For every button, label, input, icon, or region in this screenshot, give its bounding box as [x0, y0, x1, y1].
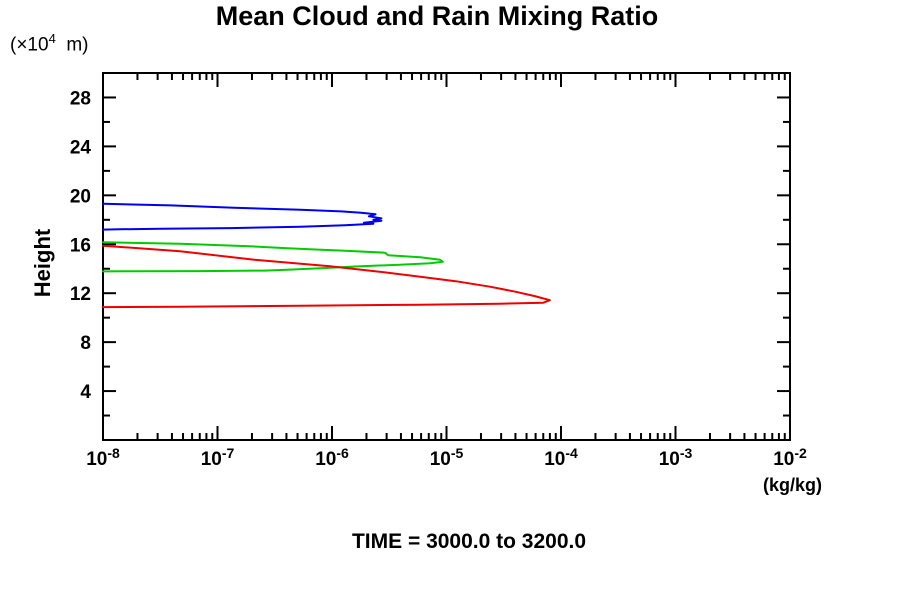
x-tick-exponent: -5 [451, 445, 464, 461]
chart-title: Mean Cloud and Rain Mixing Ratio [215, 1, 659, 31]
y-unit-exponent: 4 [48, 31, 56, 46]
y-axis-tick-label: 16 [70, 235, 91, 256]
x-axis-tick-label: 10-8 [86, 445, 120, 470]
y-axis-tick-label: 4 [80, 382, 91, 403]
x-axis-tick-label: 10-6 [315, 445, 349, 470]
y-axis-tick-label: 8 [80, 333, 91, 354]
x-axis-tick-label: 10-7 [201, 445, 235, 470]
y-axis-tick-label: 28 [70, 88, 91, 109]
y-unit-suffix: m) [55, 34, 89, 56]
x-tick-exponent: -6 [336, 445, 349, 461]
x-tick-exponent: -4 [565, 445, 578, 461]
x-tick-exponent: -7 [222, 445, 235, 461]
series-line-red-rain-profile [102, 244, 551, 309]
plot-frame [102, 72, 791, 441]
series-line-blue-upper-cloud-profile [102, 202, 383, 231]
x-axis-unit-label: (kg/kg) [763, 475, 823, 495]
y-axis-unit-label: (×104 m) [10, 31, 89, 56]
x-tick-exponent: -8 [107, 445, 120, 461]
x-axis-tick-label: 10-2 [773, 445, 807, 470]
time-annotation: TIME = 3000.0 to 3200.0 [351, 530, 587, 553]
x-axis-tick-label: 10-5 [430, 445, 464, 470]
x-tick-exponent: -2 [794, 445, 807, 461]
y-axis-tick-label: 24 [70, 137, 92, 158]
y-axis-tick-label: 12 [70, 284, 91, 305]
x-tick-exponent: -3 [680, 445, 693, 461]
x-axis-tick-label: 10-4 [544, 445, 578, 470]
x-axis-tick-label: 10-3 [659, 445, 693, 470]
y-unit-prefix: (×10 [10, 34, 49, 56]
series-line-green-mid-cloud-profile [102, 241, 444, 273]
y-axis-tick-label: 20 [70, 186, 91, 207]
